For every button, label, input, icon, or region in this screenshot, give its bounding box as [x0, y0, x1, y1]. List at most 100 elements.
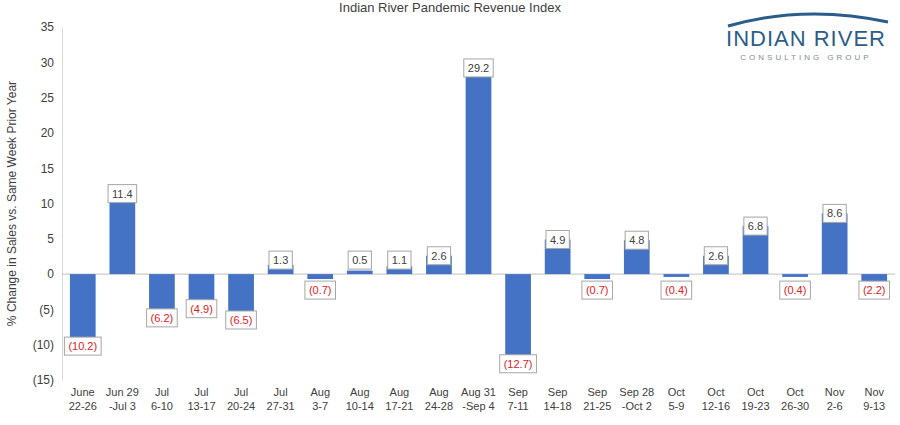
x-tick: Aug24-28 [425, 380, 453, 412]
data-label: 4.9 [546, 231, 569, 249]
data-label: 4.8 [625, 231, 648, 249]
background [0, 0, 900, 425]
x-tick-label: June22-26 [69, 386, 97, 412]
y-tick: 35 [41, 20, 62, 34]
data-labels: (10.2)11.4(6.2)(4.9)(6.5)1.3(0.7)0.51.12… [64, 59, 889, 373]
x-tick-label: Oct26-30 [781, 386, 809, 412]
data-label: 8.6 [823, 204, 846, 222]
data-label-box [388, 251, 411, 269]
y-tick: 10 [41, 197, 62, 211]
x-tick: Oct5-9 [668, 380, 685, 412]
data-label-box [108, 185, 137, 203]
y-tick-label: 20 [41, 126, 55, 140]
x-tick-label: Oct12-16 [702, 386, 730, 412]
x-tick: Jul20-24 [227, 380, 255, 412]
y-axis-label: % Change in Sales vs. Same Week Prior Ye… [5, 81, 19, 326]
y-tick: 15 [41, 162, 62, 176]
data-label: 2.6 [427, 247, 450, 265]
x-tick: Oct19-23 [741, 380, 769, 412]
bar [466, 68, 492, 274]
x-tick-label: Sep14-18 [544, 386, 572, 412]
data-label-box [859, 281, 890, 299]
y-tick: 20 [41, 126, 62, 140]
x-tick-label: Jul27-31 [267, 386, 295, 412]
data-label-box [625, 231, 648, 249]
data-label: (10.2) [64, 337, 101, 355]
bar [664, 274, 690, 277]
y-tick: (5) [39, 303, 62, 317]
logo-swoosh [728, 14, 888, 26]
y-tick-label: (10) [33, 338, 54, 352]
x-tick: Aug 31-Sep 4 [461, 380, 496, 412]
y-tick: 0 [47, 267, 62, 281]
data-label-text: (10.2) [68, 340, 97, 352]
y-tick-label: (5) [39, 303, 54, 317]
data-label-text: 4.8 [629, 234, 644, 246]
data-label-box [348, 251, 371, 269]
data-label-box [186, 300, 217, 318]
y-tick-label: 25 [41, 91, 55, 105]
data-label-box [226, 311, 257, 329]
x-tick: Aug3-7 [310, 380, 330, 412]
y-tick: (15) [33, 373, 62, 387]
x-tick-label: Aug3-7 [310, 386, 330, 412]
data-label-text: (2.2) [863, 284, 886, 296]
y-tick: (10) [33, 338, 62, 352]
data-label-box [582, 281, 613, 299]
data-label: 2.6 [704, 247, 727, 265]
data-label-text: 0.5 [352, 254, 367, 266]
x-tick: Nov9-13 [863, 380, 885, 412]
x-tick: June22-26 [69, 380, 97, 412]
y-tick-label: 15 [41, 162, 55, 176]
data-label-text: 2.6 [708, 250, 723, 262]
x-tick: Oct12-16 [702, 380, 730, 412]
x-tick: Sep21-25 [583, 380, 611, 412]
y-tick-label: 35 [41, 20, 55, 34]
x-tick-label: Aug10-14 [346, 386, 374, 412]
data-label: (0.7) [305, 281, 336, 299]
x-tick: Jul6-10 [151, 380, 173, 412]
data-label-box [464, 59, 493, 77]
y-tick: 30 [41, 56, 62, 70]
x-tick-label: Jul13-17 [187, 386, 215, 412]
data-label-text: 1.1 [392, 254, 407, 266]
data-label-box [823, 204, 846, 222]
logo-tagline: CONSULTING GROUP [740, 53, 871, 62]
data-label-box [64, 337, 101, 355]
x-tick-label: Aug17-21 [385, 386, 413, 412]
y-tick-label: 5 [47, 232, 54, 246]
y-tick-label: 30 [41, 56, 55, 70]
data-label-text: 6.8 [748, 220, 763, 232]
x-tick-label: Jun 29-Jul 3 [106, 386, 139, 412]
data-label-text: 1.3 [273, 254, 288, 266]
data-label-box [744, 217, 767, 235]
bar [782, 274, 808, 277]
logo: INDIAN RIVERCONSULTING GROUP [726, 14, 888, 62]
data-label: (6.5) [226, 311, 257, 329]
x-tick-label: Aug 31-Sep 4 [461, 386, 496, 412]
data-label: (12.7) [500, 355, 537, 373]
data-label-text: (0.7) [309, 284, 332, 296]
data-label-text: 11.4 [112, 188, 133, 200]
x-tick: Sep7-11 [507, 380, 528, 412]
x-axis: June22-26 Jun 29-Jul 3 Jul6-10 Jul13-17 Jul2… [69, 380, 886, 412]
y-tick-label: 10 [41, 197, 55, 211]
x-tick: Nov2-6 [825, 380, 845, 412]
x-tick-label: Nov9-13 [863, 386, 885, 412]
data-label-box [661, 281, 692, 299]
bar [347, 271, 373, 275]
bar [70, 274, 96, 346]
data-label-text: (6.5) [230, 314, 253, 326]
data-label: (0.4) [661, 281, 692, 299]
x-tick-label: Oct5-9 [668, 386, 685, 412]
data-label: 29.2 [464, 59, 493, 77]
data-label: (0.7) [582, 281, 613, 299]
bar [307, 274, 333, 279]
data-label-box [147, 309, 178, 327]
y-tick-label: (15) [33, 373, 54, 387]
x-tick: Oct26-30 [781, 380, 809, 412]
x-tick-label: Sep7-11 [507, 386, 528, 412]
data-label-box [780, 281, 811, 299]
data-label-box [546, 231, 569, 249]
x-tick: Aug10-14 [346, 380, 374, 412]
